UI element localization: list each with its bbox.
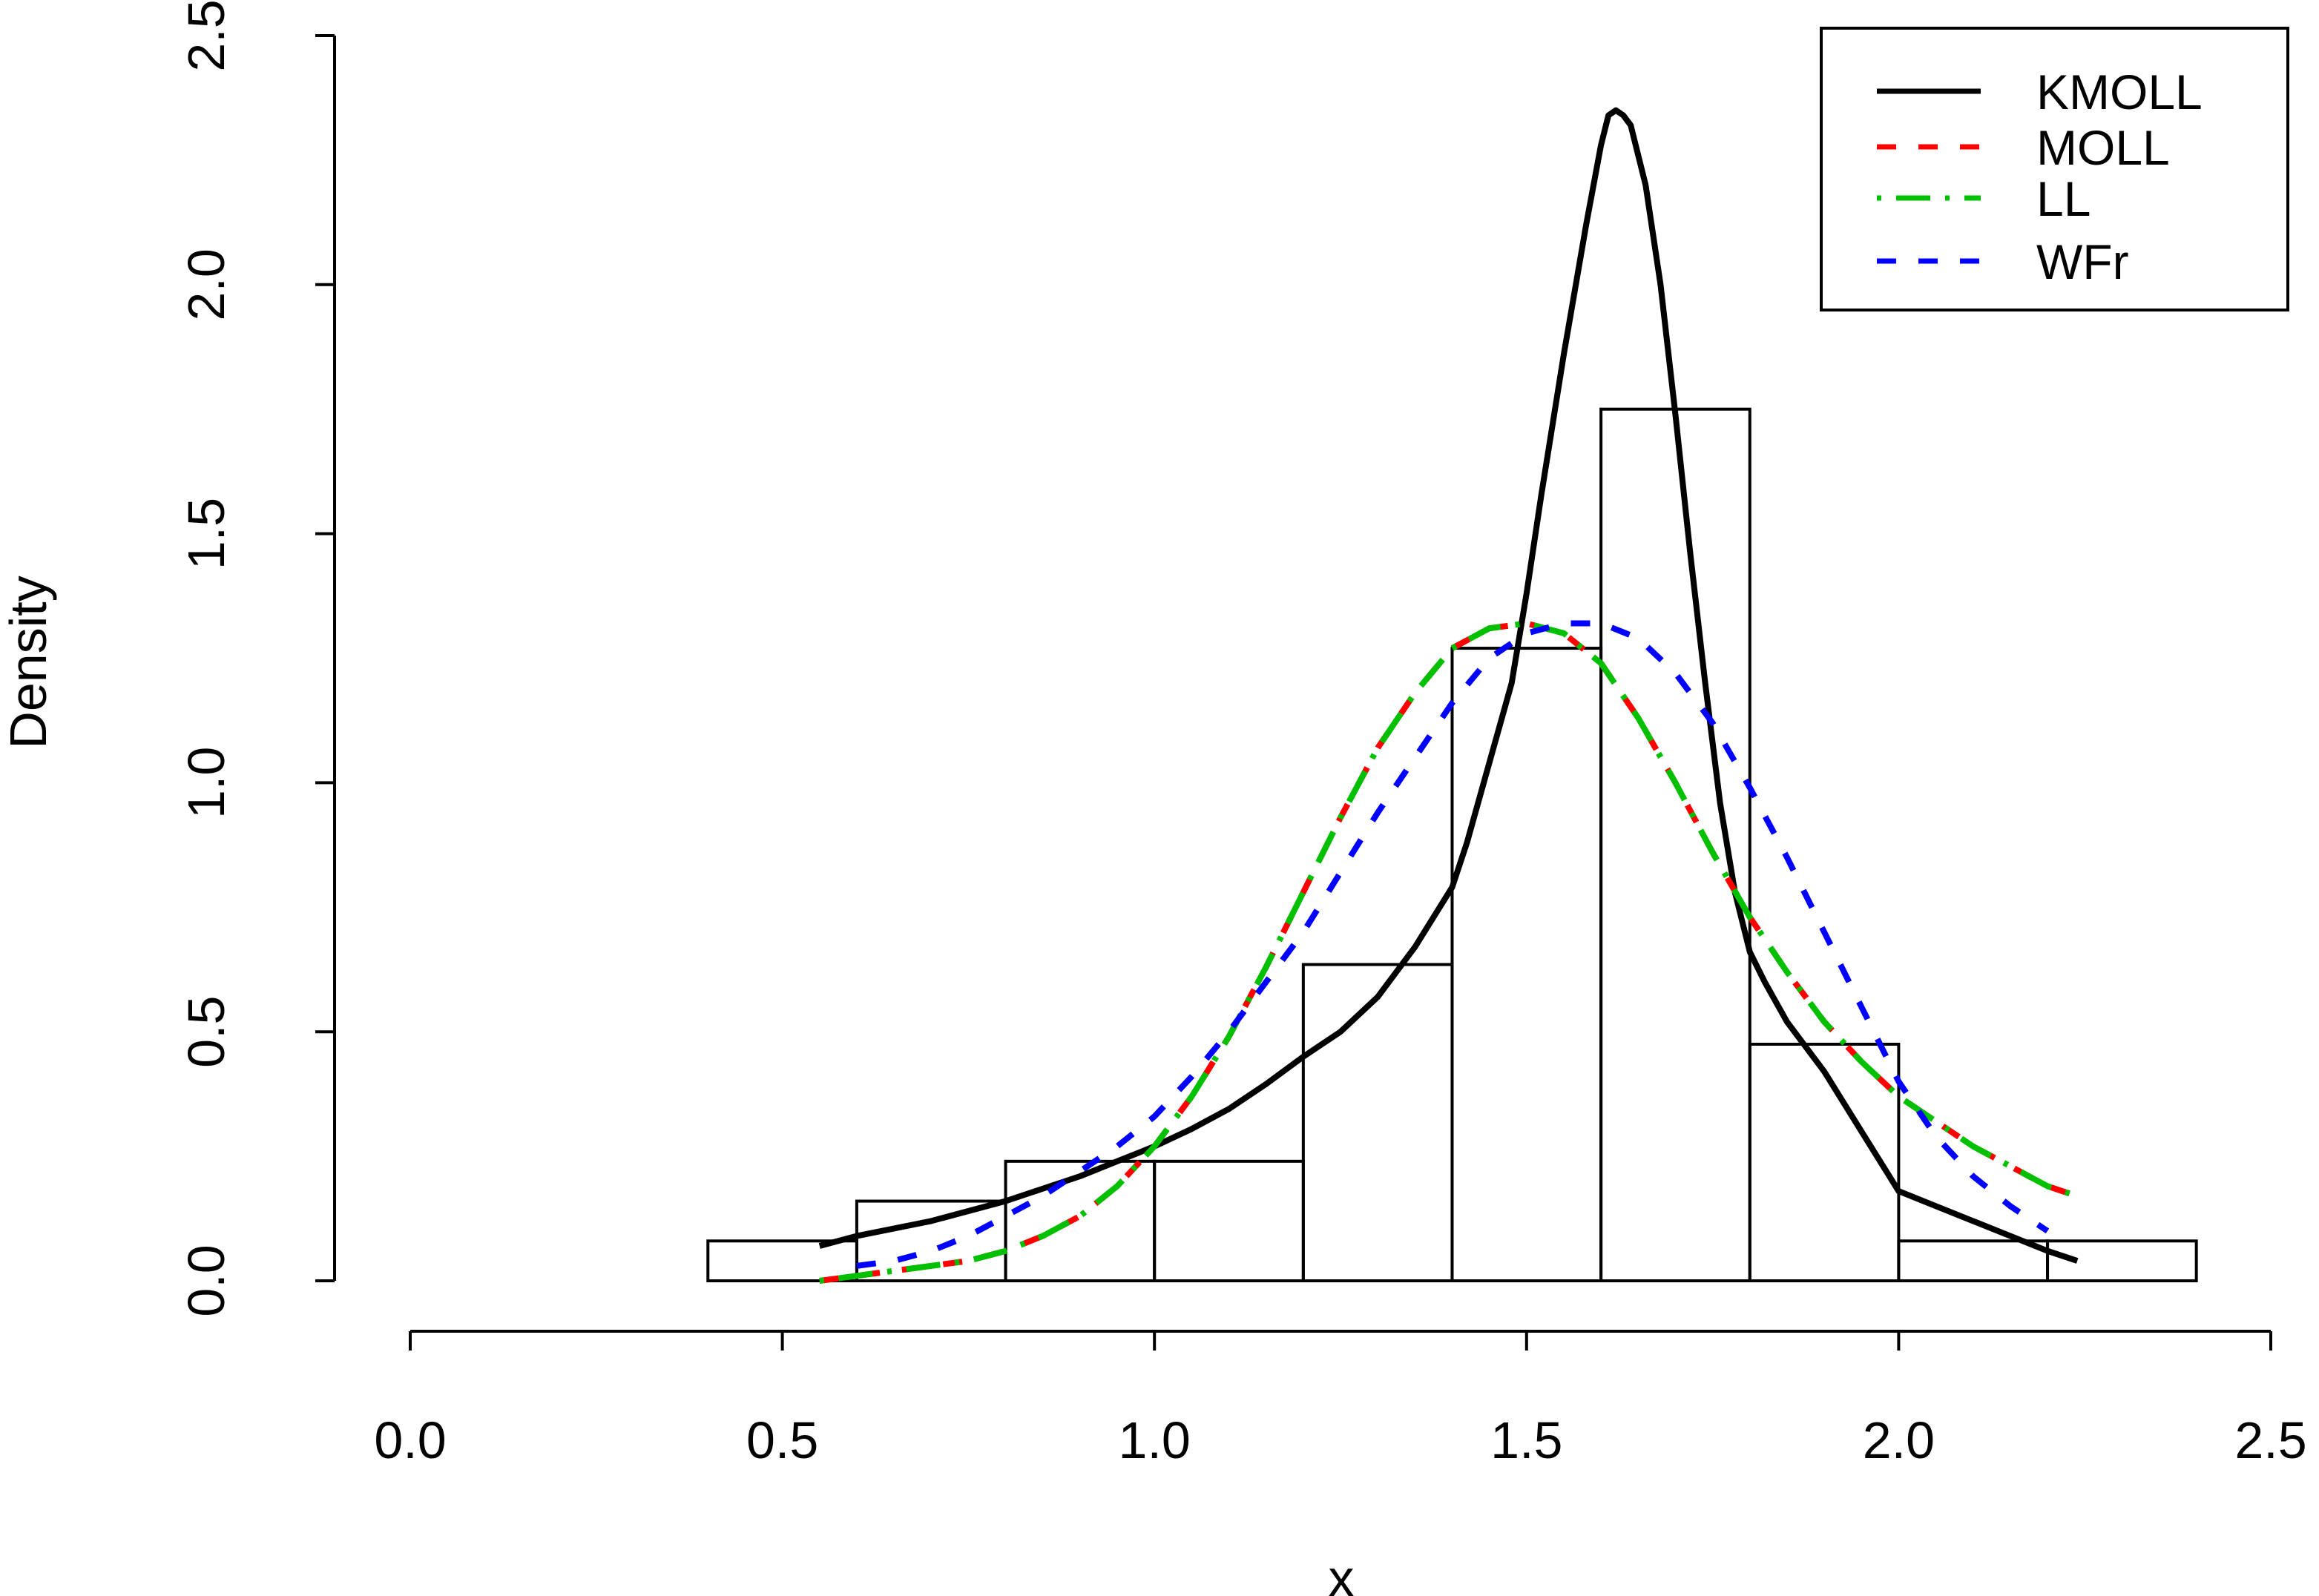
x-tick-label: 1.5 bbox=[1490, 1411, 1562, 1469]
y-axis-title: Density bbox=[0, 576, 57, 748]
density-curves bbox=[818, 107, 2079, 1284]
legend: KMOLL MOLL LL WFr bbox=[1820, 27, 2289, 311]
y-tick-label: 2.5 bbox=[177, 0, 235, 72]
x-tick-label: 1.0 bbox=[1119, 1411, 1191, 1469]
curve-moll bbox=[819, 620, 2079, 1284]
legend-entry-moll: MOLL bbox=[1877, 120, 2170, 175]
x-tick-label: 2.0 bbox=[1863, 1411, 1935, 1469]
legend-entry-wfr: WFr bbox=[1877, 234, 2129, 289]
x-tick-label: 0.5 bbox=[746, 1411, 818, 1469]
y-tick-label: 1.0 bbox=[177, 747, 235, 819]
curve-kmoll bbox=[818, 107, 2079, 1264]
y-tick-label: 2.0 bbox=[177, 248, 235, 320]
histogram-bars bbox=[706, 407, 2198, 1283]
histogram-bar bbox=[1301, 963, 1454, 1283]
legend-entry-ll: LL bbox=[1877, 171, 2091, 226]
histogram-bar bbox=[1153, 1159, 1305, 1283]
legend-label-ll: LL bbox=[2036, 171, 2091, 226]
x-tick-label: 0.0 bbox=[374, 1411, 446, 1469]
legend-box bbox=[1820, 27, 2289, 311]
curve-wfr bbox=[856, 620, 2050, 1269]
histogram-bar bbox=[2046, 1239, 2198, 1282]
legend-entry-kmoll: KMOLL bbox=[1877, 65, 2203, 119]
histogram-bar bbox=[1450, 647, 1603, 1282]
legend-label-kmoll: KMOLL bbox=[2036, 65, 2203, 119]
x-tick-label: 2.5 bbox=[2234, 1411, 2306, 1469]
histogram-bar bbox=[1897, 1239, 2050, 1282]
y-tick-label: 1.5 bbox=[177, 498, 235, 570]
x-axis: 0.0 0.5 1.0 1.5 2.0 2.5 bbox=[374, 1330, 2307, 1469]
y-tick-label: 0.0 bbox=[177, 1244, 235, 1316]
histogram-bar bbox=[1748, 1042, 1901, 1282]
y-tick-label: 0.5 bbox=[177, 996, 235, 1068]
curve-ll bbox=[819, 620, 2079, 1284]
y-axis: 0.0 0.5 1.0 1.5 2.0 2.5 bbox=[177, 0, 336, 1317]
legend-label-moll: MOLL bbox=[2036, 120, 2170, 175]
histogram-bar bbox=[706, 1239, 858, 1282]
x-axis-title: x bbox=[1329, 1549, 1355, 1596]
legend-label-wfr: WFr bbox=[2036, 234, 2129, 289]
